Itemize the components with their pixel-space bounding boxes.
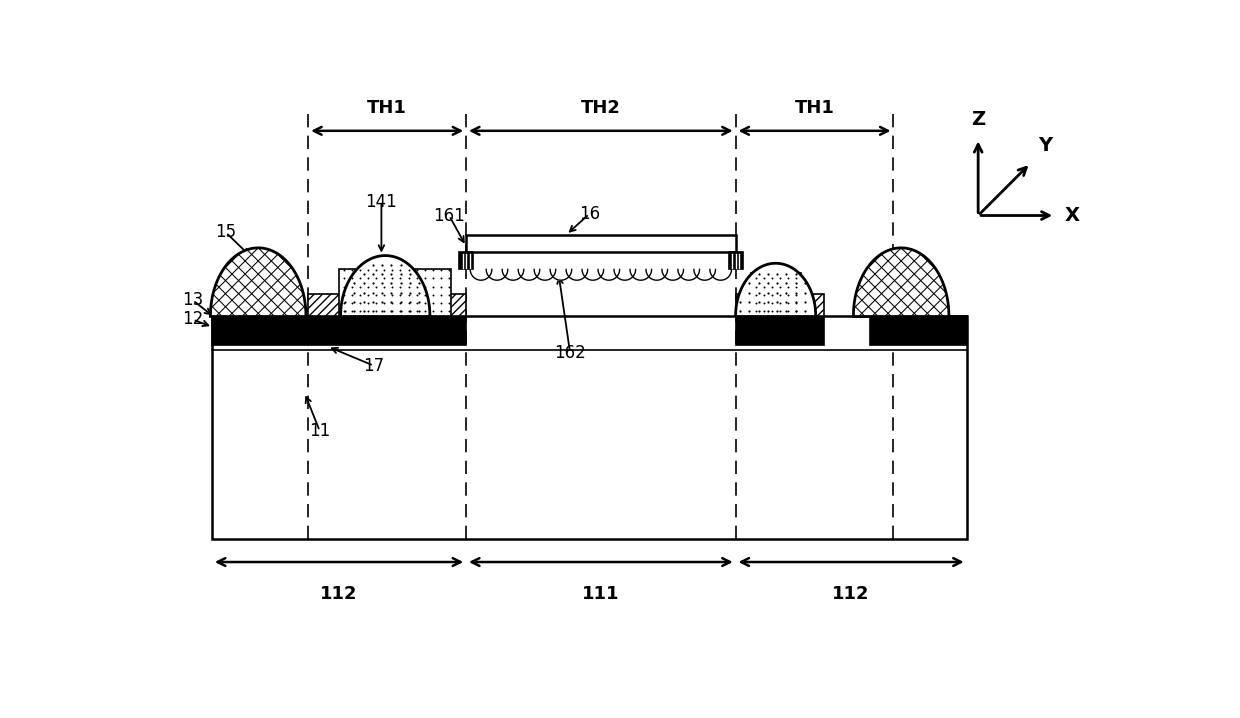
Bar (212, 316, 967, 539)
Bar (735, 316, 825, 345)
Text: 112: 112 (832, 585, 869, 603)
Polygon shape (662, 269, 683, 280)
Polygon shape (853, 248, 949, 316)
Polygon shape (502, 269, 523, 280)
Text: 15: 15 (216, 223, 237, 241)
Polygon shape (711, 269, 732, 280)
Bar (870, 316, 967, 345)
Bar (729, 253, 743, 269)
Text: 11: 11 (309, 422, 330, 440)
Text: TH1: TH1 (795, 99, 835, 117)
Text: TH2: TH2 (580, 99, 621, 117)
Polygon shape (534, 269, 556, 280)
Bar (751, 274, 801, 316)
Bar (309, 294, 466, 316)
Polygon shape (211, 248, 306, 316)
Polygon shape (678, 269, 699, 280)
Polygon shape (694, 269, 715, 280)
Bar (339, 269, 450, 316)
Polygon shape (646, 269, 667, 280)
Bar (212, 316, 309, 345)
Text: 161: 161 (433, 207, 465, 225)
Bar (735, 294, 825, 316)
Polygon shape (486, 269, 507, 280)
Polygon shape (598, 269, 620, 280)
Polygon shape (614, 269, 636, 280)
Polygon shape (630, 269, 651, 280)
Text: 12: 12 (182, 310, 203, 328)
Polygon shape (551, 269, 572, 280)
Text: 16: 16 (579, 205, 600, 223)
Text: 141: 141 (366, 192, 397, 210)
Polygon shape (582, 269, 604, 280)
Text: 13: 13 (182, 292, 203, 309)
Text: TH1: TH1 (367, 99, 407, 117)
Polygon shape (567, 269, 588, 280)
Text: Z: Z (971, 111, 986, 129)
Bar (309, 316, 466, 345)
Polygon shape (341, 256, 430, 316)
Text: 112: 112 (320, 585, 358, 603)
Text: Y: Y (1038, 136, 1053, 156)
Bar (459, 253, 472, 269)
Polygon shape (735, 264, 816, 316)
Text: 17: 17 (363, 357, 384, 375)
Polygon shape (470, 269, 492, 280)
Text: X: X (1064, 206, 1079, 225)
Polygon shape (518, 269, 539, 280)
Bar (466, 235, 735, 253)
Text: 111: 111 (582, 585, 620, 603)
Text: 162: 162 (554, 344, 587, 362)
